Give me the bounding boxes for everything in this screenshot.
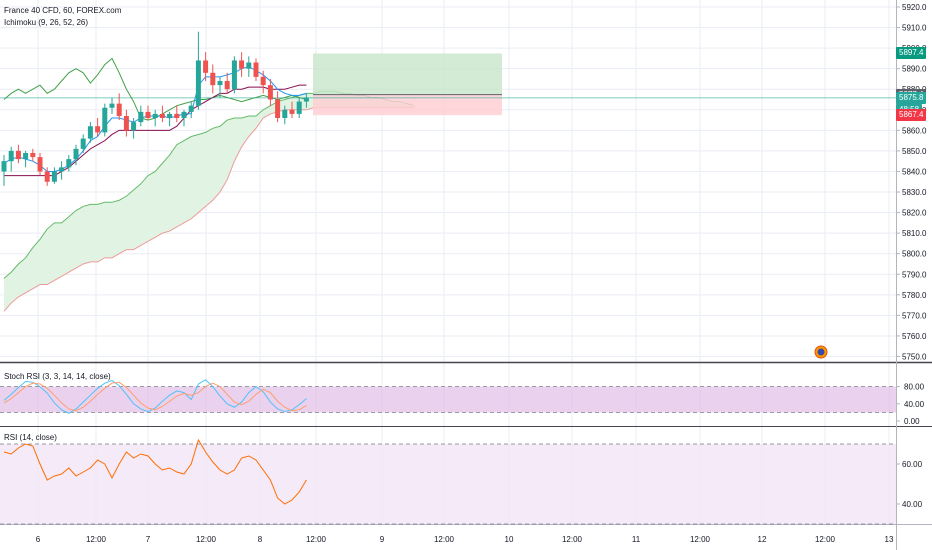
price-tick-label: 5830.0 bbox=[902, 188, 927, 197]
candle-body bbox=[282, 109, 288, 119]
candle-body bbox=[23, 152, 29, 160]
candle-body bbox=[260, 76, 266, 86]
candle-body bbox=[246, 62, 252, 69]
candle-body bbox=[231, 60, 237, 90]
stoch-tick-label: 80.00 bbox=[904, 383, 925, 392]
stoch-rsi-title: Stoch RSI (3, 3, 14, 14, close) bbox=[4, 372, 111, 381]
loss-zone bbox=[313, 94, 502, 116]
price-tick-label: 5840.0 bbox=[902, 167, 927, 176]
candle-body bbox=[210, 72, 216, 86]
candle-body bbox=[224, 81, 230, 90]
ichimoku-title: Ichimoku (9, 26, 52, 26) bbox=[4, 18, 89, 27]
price-tick-label: 5850.0 bbox=[902, 147, 927, 156]
rsi-tick-label: 60.00 bbox=[902, 460, 923, 469]
candle-body bbox=[181, 111, 187, 119]
candle-body bbox=[80, 138, 86, 149]
time-tick-label: 8 bbox=[258, 535, 263, 544]
candle-body bbox=[138, 111, 144, 123]
time-tick-label: 10 bbox=[505, 535, 514, 544]
candle-body bbox=[1, 161, 7, 172]
time-tick-label: 12:00 bbox=[690, 535, 711, 544]
time-tick-label: 12:00 bbox=[815, 535, 836, 544]
price-tick-label: 5760.0 bbox=[902, 332, 927, 341]
candle-body bbox=[188, 105, 194, 112]
candle-body bbox=[167, 113, 173, 119]
candle-body bbox=[303, 97, 309, 102]
ichimoku-cloud bbox=[4, 91, 415, 312]
candle-body bbox=[116, 103, 122, 116]
candle-body bbox=[174, 113, 180, 119]
last-price-tag: 5875.8 bbox=[896, 91, 927, 104]
candle-body bbox=[95, 126, 101, 133]
candle-body bbox=[239, 60, 245, 69]
profit-zone bbox=[313, 53, 502, 95]
candle-body bbox=[253, 62, 259, 77]
time-tick-label: 12:00 bbox=[434, 535, 455, 544]
target-price-tag: 5897.4 bbox=[896, 47, 927, 60]
candle-body bbox=[145, 111, 151, 119]
stoch-d-line bbox=[3, 381, 307, 412]
stop-price-tag: 5867.4 bbox=[896, 109, 927, 122]
candle-body bbox=[152, 113, 158, 119]
candle-body bbox=[51, 171, 57, 182]
candle-body bbox=[102, 107, 108, 133]
time-tick-label: 7 bbox=[146, 535, 151, 544]
stoch-k-line bbox=[3, 379, 307, 414]
symbol-title: France 40 CFD, 60, FOREX.com bbox=[4, 6, 122, 15]
candle-body bbox=[275, 99, 281, 119]
candle-body bbox=[296, 101, 302, 114]
stoch-band bbox=[0, 386, 896, 413]
price-tick-label: 5790.0 bbox=[902, 270, 927, 279]
candle-body bbox=[131, 122, 137, 131]
candle-body bbox=[15, 150, 21, 160]
candle-body bbox=[73, 148, 79, 160]
rsi-band bbox=[0, 444, 896, 524]
stoch-tick-label: 0.00 bbox=[904, 417, 920, 426]
time-tick-label: 12:00 bbox=[196, 535, 217, 544]
price-tick-label: 5820.0 bbox=[902, 209, 927, 218]
price-tick-label: 5800.0 bbox=[902, 250, 927, 259]
candle-body bbox=[203, 60, 209, 73]
candle-body bbox=[66, 159, 72, 168]
rsi-tick-label: 40.00 bbox=[902, 500, 923, 509]
price-tick-label: 5780.0 bbox=[902, 291, 927, 300]
marker-icon-core bbox=[817, 348, 825, 356]
candle-body bbox=[195, 60, 201, 106]
price-tick-label: 5920.0 bbox=[902, 3, 927, 12]
candle-body bbox=[217, 81, 223, 86]
price-tick-label: 5750.0 bbox=[902, 353, 927, 362]
candle-body bbox=[37, 157, 43, 172]
candle-body bbox=[289, 109, 295, 114]
candle-body bbox=[87, 126, 93, 139]
price-tick-label: 5890.0 bbox=[902, 65, 927, 74]
time-tick-label: 9 bbox=[380, 535, 385, 544]
time-tick-label: 6 bbox=[36, 535, 41, 544]
price-tick-label: 5910.0 bbox=[902, 24, 927, 33]
candle-body bbox=[109, 103, 115, 108]
time-tick-label: 11 bbox=[632, 535, 641, 544]
price-tick-label: 5810.0 bbox=[902, 229, 927, 238]
price-tick-label: 5770.0 bbox=[902, 311, 927, 320]
time-tick-label: 12:00 bbox=[86, 535, 107, 544]
candle-body bbox=[267, 85, 273, 100]
price-tick-label: 5860.0 bbox=[902, 126, 927, 135]
rsi-line bbox=[3, 438, 307, 505]
time-tick-label: 12:00 bbox=[306, 535, 327, 544]
time-tick-label: 13 bbox=[885, 535, 894, 544]
candle-body bbox=[8, 150, 14, 162]
time-tick-label: 12:00 bbox=[562, 535, 583, 544]
time-tick-label: 12 bbox=[758, 535, 767, 544]
candle-body bbox=[123, 115, 129, 131]
candle-body bbox=[44, 171, 50, 182]
stoch-tick-label: 40.00 bbox=[904, 400, 925, 409]
candle-body bbox=[159, 113, 165, 119]
candle-body bbox=[30, 152, 36, 158]
rsi-title: RSI (14, close) bbox=[4, 433, 57, 442]
candle-body bbox=[59, 167, 65, 172]
